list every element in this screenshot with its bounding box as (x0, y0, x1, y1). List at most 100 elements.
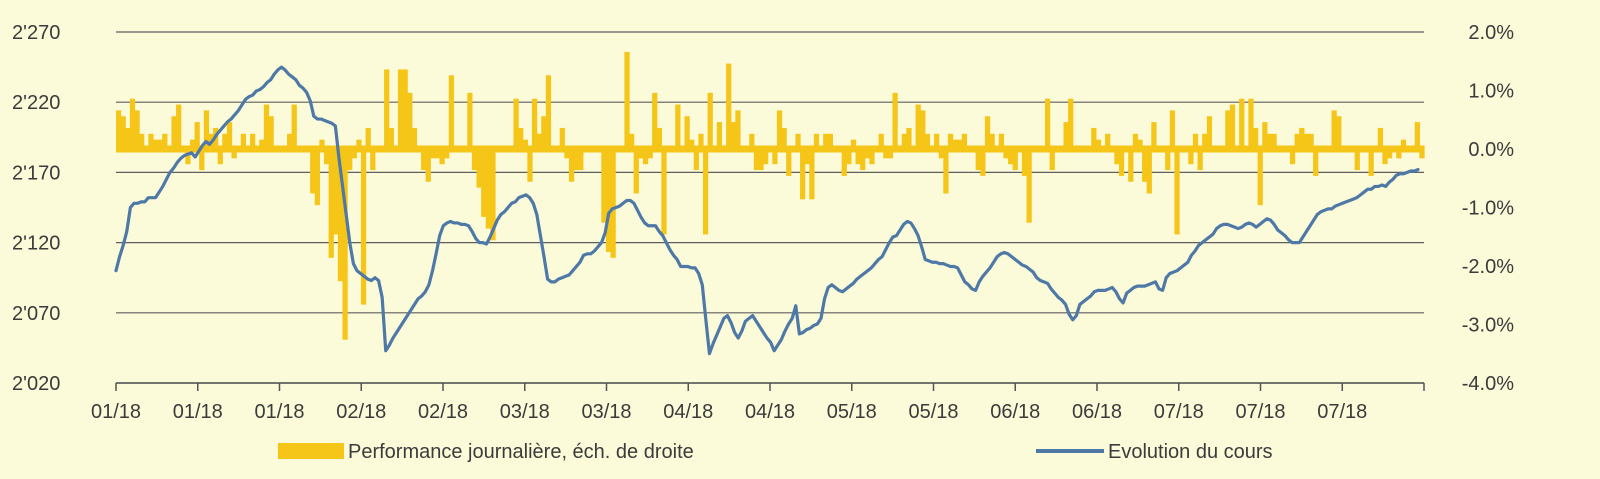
performance-bar (393, 145, 399, 153)
performance-bar (1068, 98, 1074, 153)
performance-bar (652, 92, 658, 153)
y-left-tick-label: 2'120 (12, 233, 60, 255)
performance-bar (1248, 98, 1254, 153)
performance-bar (314, 145, 320, 206)
performance-bar (240, 133, 247, 153)
x-tick-label: 06/18 (1072, 401, 1122, 423)
performance-bar (1326, 145, 1333, 153)
y-right-tick-label: 0.0% (1468, 139, 1514, 161)
performance-bar (337, 145, 344, 282)
performance-bar (1368, 145, 1374, 176)
performance-bar (1294, 133, 1300, 153)
y-right-tick-label: 2.0% (1468, 22, 1514, 44)
performance-bar (1058, 145, 1065, 153)
performance-bar (647, 145, 653, 159)
performance-bar (125, 127, 131, 153)
performance-bar (263, 104, 270, 153)
performance-bar (818, 145, 824, 153)
performance-bar (592, 145, 598, 153)
performance-bar (277, 145, 283, 153)
performance-bar (162, 133, 168, 153)
performance-bar (291, 104, 297, 153)
performance-bar (1405, 145, 1411, 153)
performance-bar (712, 145, 718, 153)
performance-bar (587, 145, 593, 153)
performance-bar (1081, 145, 1088, 153)
performance-bar (883, 145, 889, 159)
performance-bar (749, 133, 755, 153)
performance-bar (508, 145, 515, 153)
performance-bar (716, 122, 723, 153)
y-right-tick-label: -1.0% (1462, 198, 1514, 220)
performance-bar (823, 133, 829, 153)
performance-bar (1008, 145, 1014, 165)
performance-bar (1109, 145, 1115, 153)
performance-bar (259, 139, 265, 153)
performance-bar (892, 92, 898, 153)
x-tick-label: 04/18 (663, 401, 713, 423)
performance-bar (850, 139, 857, 153)
performance-bar (790, 145, 797, 153)
performance-bar (1035, 145, 1041, 153)
performance-bar (397, 69, 404, 153)
performance-bar (1289, 145, 1296, 165)
performance-bar (726, 63, 732, 153)
performance-bar (758, 145, 764, 171)
performance-bar (1146, 145, 1152, 194)
performance-bar (1340, 145, 1347, 153)
performance-bar (707, 92, 713, 153)
performance-bar (152, 139, 159, 153)
performance-bar (1276, 145, 1282, 153)
performance-bar (1345, 145, 1351, 153)
performance-bar (568, 145, 575, 182)
performance-bar (1063, 122, 1069, 153)
performance-bar (499, 145, 505, 153)
performance-bar (189, 139, 196, 153)
performance-bar (813, 133, 820, 153)
performance-bar (767, 145, 773, 153)
performance-bar (434, 145, 441, 159)
performance-bar (947, 133, 954, 153)
performance-bar (934, 133, 940, 153)
performance-bar (869, 145, 875, 165)
performance-bar (448, 75, 454, 153)
performance-bar (444, 145, 450, 159)
performance-bar (541, 116, 547, 153)
performance-bar (268, 116, 274, 153)
performance-bar (531, 98, 538, 153)
performance-bar (1072, 145, 1078, 153)
performance-bar (462, 145, 468, 153)
performance-bar (855, 145, 861, 165)
performance-bar (615, 145, 621, 153)
performance-bar (1031, 145, 1037, 153)
performance-bar (319, 139, 325, 153)
y-right-tick-label: -3.0% (1462, 315, 1514, 337)
performance-bar (638, 145, 644, 159)
performance-bar (365, 127, 371, 153)
performance-bar (938, 145, 944, 159)
performance-bar (1012, 145, 1018, 171)
y-left-tick-label: 2'070 (12, 303, 60, 325)
performance-bar (356, 139, 362, 153)
performance-bar (425, 145, 431, 182)
x-tick-label: 07/18 (1317, 401, 1367, 423)
performance-bar (199, 145, 205, 171)
y-right-tick-label: -4.0% (1462, 373, 1514, 395)
performance-bar (1225, 110, 1231, 153)
performance-bar (287, 133, 293, 153)
x-tick-label: 02/18 (418, 401, 468, 423)
performance-bar (735, 110, 741, 153)
legend-label-bars: Performance journalière, éch. de droite (348, 441, 694, 463)
performance-bar (245, 145, 251, 153)
performance-bar (1054, 145, 1060, 153)
performance-bar (610, 145, 616, 258)
performance-bar (1331, 110, 1337, 153)
price-line (114, 65, 1420, 356)
performance-bar (763, 145, 769, 165)
performance-bar (702, 145, 709, 235)
performance-bar (1128, 145, 1134, 182)
performance-bar (1419, 145, 1425, 159)
performance-bar (1239, 98, 1245, 153)
performance-bar (217, 145, 223, 165)
performance-bar (1299, 127, 1305, 153)
